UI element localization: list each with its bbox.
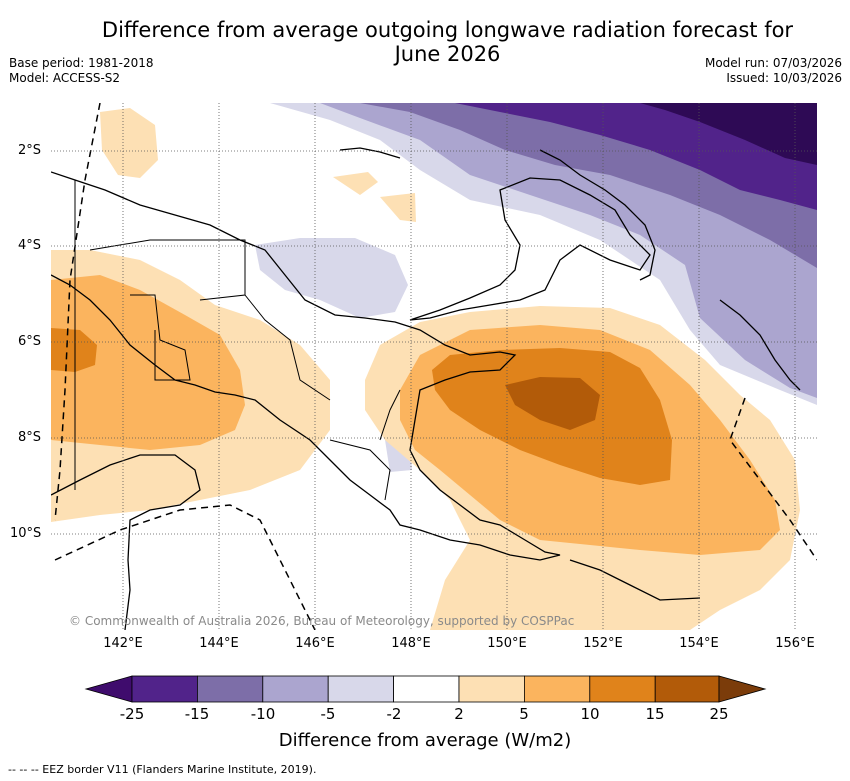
louisiade-islands [569, 559, 701, 601]
colorbar-bin-4 [327, 675, 395, 703]
contour-pos-5-west [51, 275, 245, 450]
meta-right: Model run: 07/03/2026 Issued: 10/03/2026 [705, 56, 842, 86]
lon-label-154e: 154°E [679, 636, 719, 651]
issued-date: Issued: 10/03/2026 [726, 71, 842, 85]
colorbar-bin-5 [393, 675, 460, 703]
contour-pos-2-north-1 [100, 108, 158, 178]
manus-island [339, 147, 401, 159]
colorbar-tick: -25 [119, 705, 145, 723]
colorbar-tick: -15 [184, 705, 210, 723]
colorbar-bin-6 [458, 675, 525, 703]
colorbar-bin-9 [654, 675, 720, 703]
lon-label-142e: 142°E [103, 636, 143, 651]
colorbar-tick: 25 [709, 705, 729, 723]
lat-label-4s: 4°S [18, 238, 42, 253]
new-britain-coast [409, 177, 651, 321]
contour-pos-10-west [51, 328, 97, 372]
colorbar-extend-high [718, 675, 767, 703]
lon-label-148e: 148°E [391, 636, 431, 651]
lat-label-2s: 2°S [18, 143, 42, 158]
colorbar-tick: 10 [580, 705, 600, 723]
admin-borders [74, 180, 401, 501]
province-border-2 [130, 294, 191, 381]
title-line-2: June 2026 [394, 42, 501, 66]
copyright-notice: © Commonwealth of Australia 2026, Bureau… [69, 614, 575, 628]
colorbar-tick: -5 [320, 705, 336, 723]
province-border-3 [244, 294, 331, 401]
title-line-1: Difference from average outgoing longwav… [101, 18, 794, 42]
colorbar-bin-2 [196, 675, 264, 703]
colorbar-tick: 2 [454, 705, 464, 723]
olr-anomaly-field [51, 103, 817, 630]
base-period: Base period: 1981-2018 [9, 56, 154, 70]
eez-south [54, 504, 316, 630]
new-ireland-coast [539, 149, 656, 281]
gridlines [51, 103, 817, 630]
colorbar-tick: -2 [386, 705, 402, 723]
coastlines [51, 147, 801, 630]
colorbar-bin-1 [131, 675, 198, 703]
lon-label-150e: 150°E [487, 636, 527, 651]
province-border-5 [379, 389, 401, 441]
australia-coast [51, 454, 201, 630]
lon-label-144e: 144°E [199, 636, 239, 651]
province-border-4 [329, 439, 391, 501]
colorbar-tick: 5 [519, 705, 529, 723]
colorbar-bin-7 [524, 675, 591, 703]
colorbar [84, 675, 767, 703]
map-title: Difference from average outgoing longwav… [60, 18, 835, 66]
model-name: Model: ACCESS-S2 [9, 71, 121, 85]
province-border-1 [89, 239, 246, 301]
contour-neg-25 [640, 103, 817, 165]
eez-west [54, 103, 101, 521]
lat-label-10s: 10°S [10, 526, 42, 541]
meta-left: Base period: 1981-2018 Model: ACCESS-S2 [9, 56, 154, 86]
contour-pos-15 [505, 377, 600, 430]
lat-label-6s: 6°S [18, 334, 42, 349]
colorbar-bin-3 [262, 675, 329, 703]
bougainville-coast [719, 299, 801, 391]
colorbar-tick: 15 [645, 705, 665, 723]
new-guinea-coast [51, 171, 561, 561]
contour-neg-2-blob [255, 238, 408, 318]
lat-label-8s: 8°S [18, 430, 42, 445]
model-run: Model run: 07/03/2026 [704, 56, 842, 70]
eez-legend-note: -- -- -- EEZ border V11 (Flanders Marine… [8, 763, 317, 776]
eez-east [729, 397, 817, 561]
contour-pos-2-north-2 [333, 172, 378, 195]
colorbar-title: Difference from average (W/m2) [278, 730, 572, 751]
colorbar-tick: -10 [250, 705, 276, 723]
contour-pos-2-north-3 [380, 193, 416, 222]
colorbar-extend-low [84, 675, 133, 703]
colorbar-bin-8 [589, 675, 656, 703]
lon-label-152e: 152°E [583, 636, 623, 651]
lon-label-156e: 156°E [775, 636, 815, 651]
eez-borders [54, 103, 817, 630]
lon-label-146e: 146°E [295, 636, 335, 651]
